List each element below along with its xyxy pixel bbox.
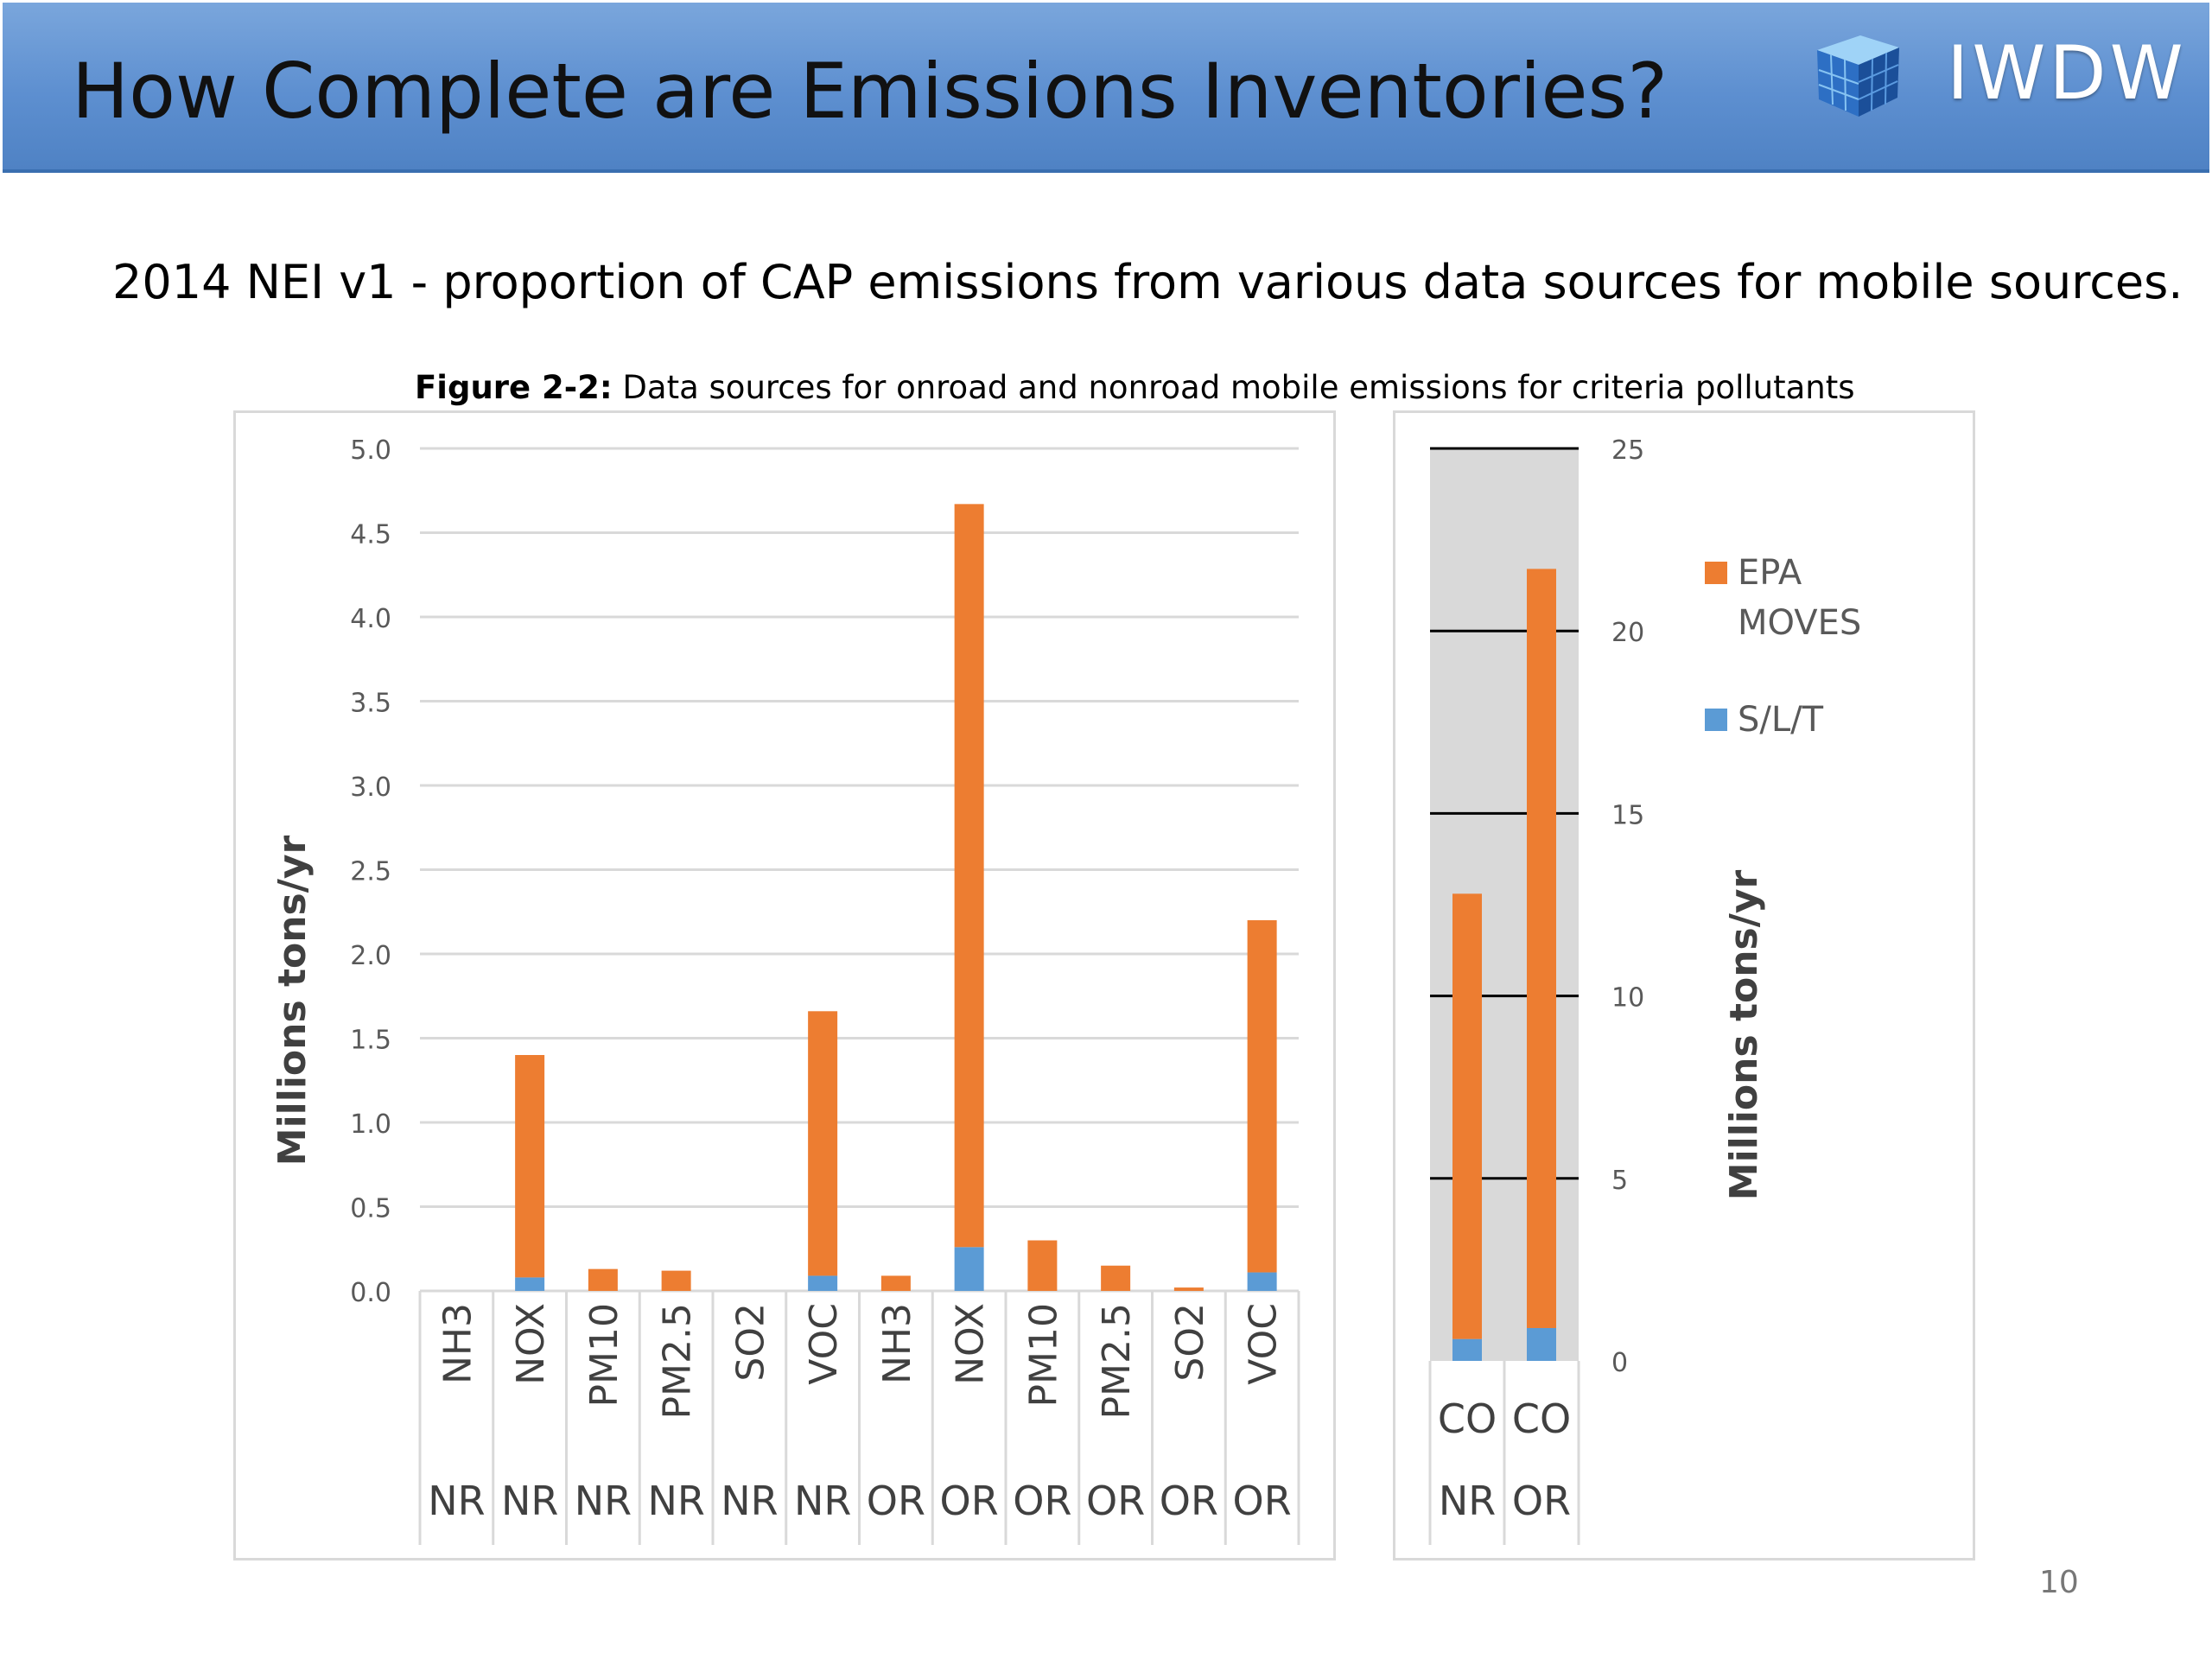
- x-category-label: NOX: [949, 1303, 993, 1385]
- x-group-label: OR: [1512, 1478, 1571, 1524]
- plot-background: [1430, 448, 1579, 1361]
- bar-slt: [1247, 1272, 1277, 1291]
- x-category-label: NH3: [435, 1303, 480, 1384]
- x-group-label: NR: [575, 1478, 632, 1524]
- y-tick-label: 25: [1611, 435, 1644, 466]
- x-group-label: OR: [1233, 1478, 1292, 1524]
- x-group-label: OR: [1086, 1478, 1145, 1524]
- bar-slt: [1527, 1327, 1556, 1361]
- bar-epa-moves: [808, 1011, 838, 1276]
- y-tick-label: 10: [1611, 983, 1644, 1014]
- y-tick-label: 5: [1611, 1166, 1628, 1196]
- bar-epa-moves: [1173, 1287, 1204, 1291]
- y-tick-label: 20: [1611, 618, 1644, 648]
- x-group-label: NR: [428, 1478, 485, 1524]
- bar-epa-moves: [1101, 1265, 1131, 1291]
- x-group-label: NR: [647, 1478, 704, 1524]
- bar-epa-moves: [1452, 893, 1482, 1339]
- left-chart-frame: 0.0 0.5 1.0 1.5 2.0 2.5 3.0 3.5 4.0 4.5 5.0 NH3 NR NO…: [233, 410, 1336, 1560]
- cube-logo-icon: [1817, 35, 1899, 117]
- legend-swatch-epa-moves: [1705, 562, 1727, 584]
- bar-epa-moves: [661, 1270, 691, 1291]
- figure-caption-text: Data sources for onroad and nonroad mobi…: [612, 369, 1855, 406]
- bar-slt: [808, 1275, 838, 1291]
- bar-epa-moves: [1027, 1240, 1058, 1291]
- y-tick-label: 4.0: [350, 604, 391, 634]
- y-tick-label: 15: [1611, 800, 1644, 830]
- y-tick-label: 0: [1611, 1348, 1628, 1378]
- x-category-label: PM10: [582, 1303, 626, 1407]
- y-tick-label: 5.0: [350, 435, 391, 466]
- y-tick-label: 3.5: [350, 689, 391, 719]
- bar-slt: [1452, 1338, 1482, 1361]
- bar-epa-moves: [880, 1275, 911, 1291]
- legend-label-epa-moves: EPA MOVES: [1738, 553, 1861, 643]
- y-tick-label: 1.0: [350, 1109, 391, 1140]
- y-tick-label: 0.0: [350, 1278, 391, 1308]
- x-category-label: SO2: [1168, 1303, 1212, 1382]
- slide-header: How Complete are Emissions Inventories? …: [3, 3, 2209, 173]
- page-number: 10: [2039, 1565, 2079, 1600]
- y-axis-title: Millions tons/yr: [1722, 870, 1766, 1201]
- y-axis-title: Millions tons/yr: [270, 836, 315, 1166]
- x-category-label: CO: [1512, 1395, 1571, 1442]
- logo-text: IWDW: [1947, 30, 2187, 117]
- x-group-label: OR: [940, 1478, 999, 1524]
- bar-epa-moves: [954, 504, 984, 1248]
- y-tick-label: 2.0: [350, 941, 391, 971]
- legend-swatch-slt: [1705, 709, 1727, 731]
- y-tick-label: 1.5: [350, 1026, 391, 1056]
- right-chart-frame: 0 5 10 15 20 25 CO NR CO OR EPA MOVES S/L/T Millions …: [1393, 410, 1975, 1560]
- bar-epa-moves: [1527, 569, 1556, 1328]
- left-chart: 0.0 0.5 1.0 1.5 2.0 2.5 3.0 3.5 4.0 4.5 5.0 NH3 NR NO…: [270, 435, 1300, 1545]
- x-category-label: PM2.5: [656, 1303, 700, 1419]
- x-group-label: OR: [1013, 1478, 1071, 1524]
- x-category-label: PM10: [1021, 1303, 1065, 1407]
- x-category-label: PM2.5: [1095, 1303, 1139, 1419]
- x-group-label: NR: [1439, 1478, 1496, 1524]
- right-chart: 0 5 10 15 20 25 CO NR CO OR EPA MOVES S/L/T Millions …: [1428, 435, 1861, 1545]
- x-category-label: VOC: [802, 1303, 846, 1385]
- slide-title: How Complete are Emissions Inventories?: [72, 47, 1669, 136]
- bar-slt: [954, 1247, 984, 1291]
- bar-epa-moves: [1247, 920, 1277, 1273]
- x-group-label: NR: [501, 1478, 558, 1524]
- x-category-label: SO2: [728, 1303, 772, 1382]
- x-group-label: OR: [1160, 1478, 1218, 1524]
- x-group-label: NR: [721, 1478, 778, 1524]
- legend-label-slt: S/L/T: [1738, 700, 1824, 740]
- x-category-label: NH3: [875, 1303, 919, 1384]
- x-group-label: OR: [867, 1478, 925, 1524]
- figure-caption: Figure 2-2: Data sources for onroad and …: [415, 367, 1855, 409]
- x-category-label: VOC: [1242, 1303, 1286, 1385]
- x-category-label: CO: [1438, 1395, 1497, 1442]
- y-tick-label: 0.5: [350, 1194, 391, 1224]
- y-tick-label: 2.5: [350, 857, 391, 887]
- slide-subtitle: 2014 NEI v1 - proportion of CAP emission…: [112, 255, 2183, 309]
- y-tick-label: 4.5: [350, 520, 391, 550]
- x-category-label: NOX: [509, 1303, 553, 1385]
- bar-epa-moves: [515, 1055, 545, 1278]
- y-tick-label: 3.0: [350, 772, 391, 803]
- figure-caption-label: Figure 2-2:: [415, 369, 613, 406]
- bar-slt: [515, 1277, 545, 1291]
- x-group-label: NR: [794, 1478, 851, 1524]
- bar-epa-moves: [588, 1268, 618, 1291]
